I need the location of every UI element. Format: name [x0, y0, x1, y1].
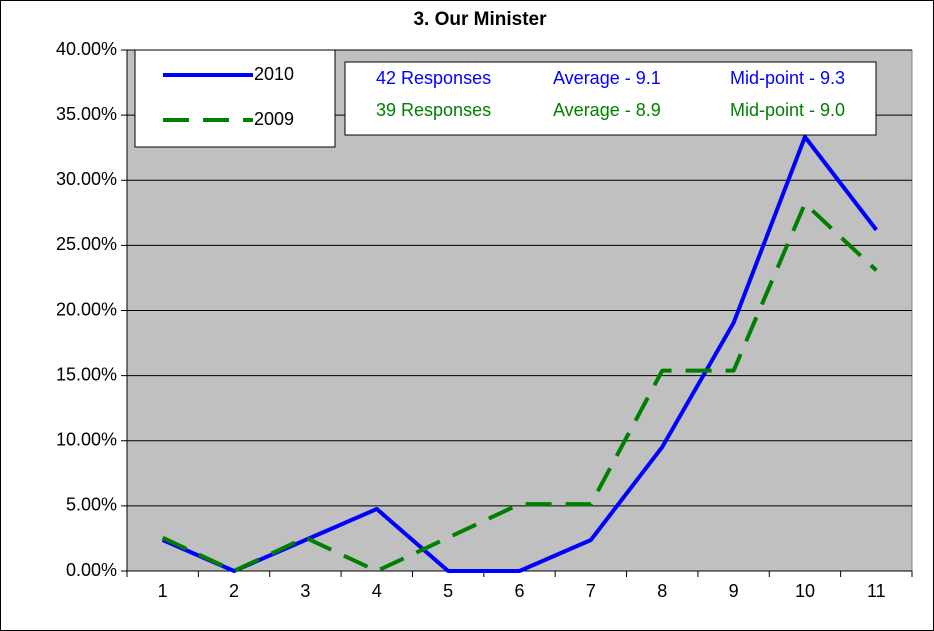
y-tick-label: 25.00%: [56, 234, 117, 254]
x-tick-label: 3: [300, 581, 310, 601]
x-tick-label: 1: [158, 581, 168, 601]
line-series: [161, 201, 878, 573]
chart-title: 3. Our Minister: [413, 9, 547, 30]
y-tick-label: 20.00%: [56, 299, 117, 319]
x-tick-label: 9: [729, 581, 739, 601]
x-tick-label: 5: [443, 581, 453, 601]
x-tick-label: 8: [657, 581, 667, 601]
annotation: Average - 8.9: [553, 100, 661, 120]
x-tick-label: 2: [229, 581, 239, 601]
y-tick-label: 30.00%: [56, 169, 117, 189]
legend: [134, 49, 336, 148]
legend-label: 2010: [254, 64, 294, 84]
y-tick-label: 15.00%: [56, 364, 117, 384]
y-tick-label: 35.00%: [56, 104, 117, 124]
y-tick-label: 10.00%: [56, 430, 117, 450]
x-tick-label: 11: [867, 581, 886, 601]
x-tick-label: 10: [795, 581, 815, 601]
annotation: 42 Responses: [376, 68, 491, 88]
x-tick-label: 7: [586, 581, 596, 601]
legend-label: 2009: [254, 109, 294, 129]
y-tick-label: 40.00%: [56, 39, 117, 59]
y-tick-label: 0.00%: [66, 560, 117, 580]
x-tick-label: 4: [372, 581, 382, 601]
annotation: Mid-point - 9.3: [730, 68, 845, 88]
x-tick-label: 6: [514, 581, 524, 601]
annotation: Average - 9.1: [553, 68, 661, 88]
annotation-box: [344, 61, 877, 136]
y-tick-label: 5.00%: [66, 495, 117, 515]
annotation: Mid-point - 9.0: [730, 100, 845, 120]
annotation: 39 Responses: [376, 100, 491, 120]
